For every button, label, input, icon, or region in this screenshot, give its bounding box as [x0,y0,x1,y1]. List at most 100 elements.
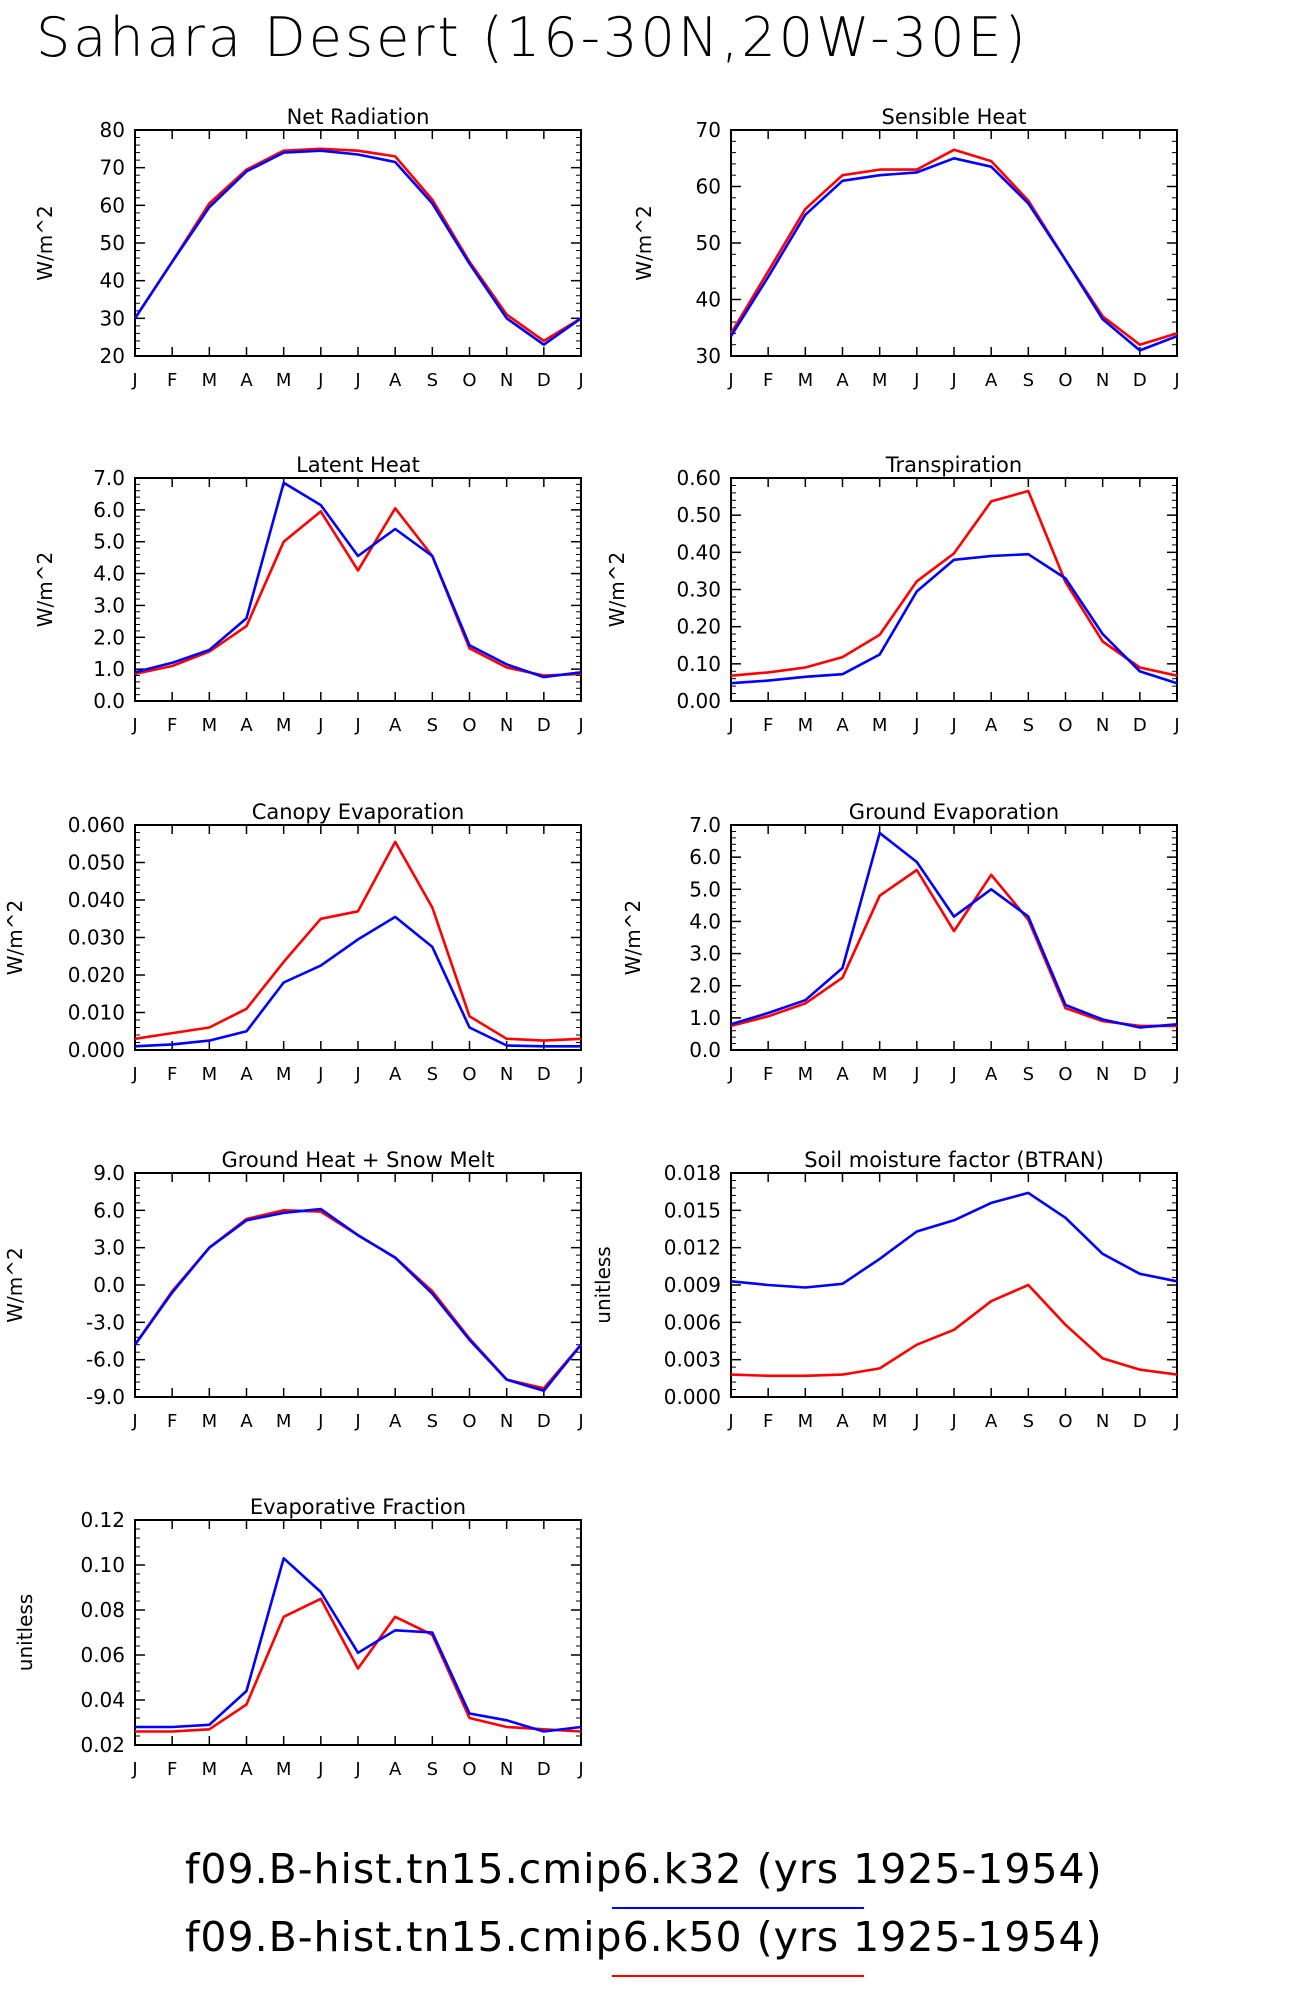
y-tick-label: 0.40 [676,540,721,564]
y-tick-label: 0.000 [68,1038,125,1062]
x-tick-label: D [537,1759,551,1780]
x-tick-label: N [1096,715,1109,736]
x-tick-label: F [763,1064,773,1085]
y-tick-label: 0.12 [80,1508,125,1532]
y-tick-label: 0.012 [664,1236,721,1260]
chart-panel-1: Net Radiation J F M A M J J A S O N D J 20 30 40 50 60 70 80… [33,105,584,391]
x-tick-label: F [167,1759,177,1780]
chart-title: Ground Evaporation [849,800,1059,824]
y-tick-label: 5.0 [689,877,721,901]
x-tick-label: F [167,715,177,736]
x-tick-label: J [131,1064,137,1085]
series-line-k50 [730,489,1178,677]
x-tick-label: N [500,370,513,391]
y-axis-label: W/m^2 [33,205,57,280]
x-tick-label: O [462,715,476,736]
y-axis-label: W/m^2 [33,552,57,627]
x-tick-label: D [537,715,551,736]
x-tick-label: N [500,1411,513,1432]
x-tick-label: M [202,715,218,736]
y-tick-label: 0.009 [664,1273,721,1297]
plot-frame [134,1519,582,1746]
x-tick-label: J [913,715,919,736]
x-tick-label: D [1133,715,1147,736]
x-tick-label: J [577,1759,583,1780]
x-tick-label: A [389,1759,402,1780]
x-tick-label: J [913,1411,919,1432]
y-tick-label: 3.0 [689,942,721,966]
chart-panel-2: Sensible Heat J F M A M J J A S O N D J 30 40 50 60 70 W/m^… [632,105,1180,391]
y-tick-label: 5.0 [93,530,125,554]
x-tick-label: M [276,1064,292,1085]
series-line-k50 [133,1209,582,1390]
y-tick-label: 0.0 [93,1273,125,1297]
chart-title: Transpiration [885,453,1022,477]
x-tick-label: F [167,1064,177,1085]
y-tick-label: 30 [100,306,125,330]
x-tick-label: N [1096,1064,1109,1085]
x-tick-label: A [240,715,253,736]
y-tick-label: 2.0 [689,974,721,998]
y-tick-label: 4.0 [93,562,125,586]
chart-title: Canopy Evaporation [252,800,465,824]
y-tick-label: 0.08 [80,1598,125,1622]
y-tick-label: 0.018 [664,1161,721,1185]
x-tick-label: J [950,1411,956,1432]
x-tick-label: J [131,370,137,391]
x-tick-label: J [317,715,323,736]
y-tick-label: 0.0 [93,689,125,713]
y-tick-label: 0.10 [80,1553,125,1577]
y-tick-label: 3.0 [93,1236,125,1260]
x-tick-label: M [276,370,292,391]
x-tick-label: N [500,1064,513,1085]
x-tick-label: F [763,715,773,736]
x-tick-label: S [427,715,438,736]
y-tick-label: 0.50 [676,503,721,527]
x-tick-label: N [1096,1411,1109,1432]
series-line-k32 [133,1207,583,1393]
chart-title: Soil moisture factor (BTRAN) [804,1148,1104,1172]
x-tick-label: J [317,370,323,391]
chart-title: Evaporative Fraction [250,1495,466,1519]
x-tick-label: N [1096,370,1109,391]
x-tick-label: J [577,370,583,391]
y-tick-label: 40 [696,288,721,312]
y-tick-label: 6.0 [93,1198,125,1222]
chart-panel-6: Ground Evaporation J F M A M J J A S O N D J 0.0 1.0 2.0… [621,800,1180,1085]
x-tick-label: N [500,1759,513,1780]
x-tick-label: J [131,715,137,736]
legend-entry-k32: f09.B-hist.tn15.cmip6.k32 (yrs 1925-1954… [185,1845,1103,1893]
y-tick-label: 0.010 [68,1001,125,1025]
chart-panel-9: Evaporative Fraction J F M A M J J A S O N D J 0.02 0.0… [13,1495,584,1780]
x-tick-label: A [985,370,998,391]
x-tick-label: J [354,715,360,736]
y-tick-label: 70 [696,118,721,142]
plot-frame [134,824,582,1051]
series-line-k50 [134,840,582,1042]
chart-panel-4: Transpiration J F M A M J J A S O N D J 0.00 0.10 0.20 0.… [605,453,1180,736]
x-tick-label: A [389,1411,402,1432]
x-tick-label: S [427,1759,438,1780]
x-tick-label: A [240,370,253,391]
y-axis-label: unitless [13,1594,37,1671]
y-tick-label: 1.0 [689,1006,721,1030]
y-tick-label: 80 [100,118,125,142]
y-tick-label: 7.0 [689,813,721,837]
y-axis-label: W/m^2 [621,900,645,975]
x-tick-label: A [240,1064,253,1085]
y-tick-label: 0.020 [68,963,125,987]
x-tick-label: J [1173,1064,1179,1085]
x-tick-label: M [798,1411,814,1432]
series-line-k50 [135,1597,582,1733]
x-tick-label: O [462,1759,476,1780]
x-tick-label: J [913,370,919,391]
x-tick-label: S [427,370,438,391]
x-tick-label: F [763,370,773,391]
x-tick-label: A [389,1064,402,1085]
y-tick-label: 0.0 [689,1038,721,1062]
x-tick-label: S [1023,715,1034,736]
x-tick-label: J [913,1064,919,1085]
chart-panel-8: Soil moisture factor (BTRAN) J F M A M J J A S O N D… [591,1148,1180,1432]
chart-title: Sensible Heat [882,105,1027,129]
x-tick-label: J [577,715,583,736]
